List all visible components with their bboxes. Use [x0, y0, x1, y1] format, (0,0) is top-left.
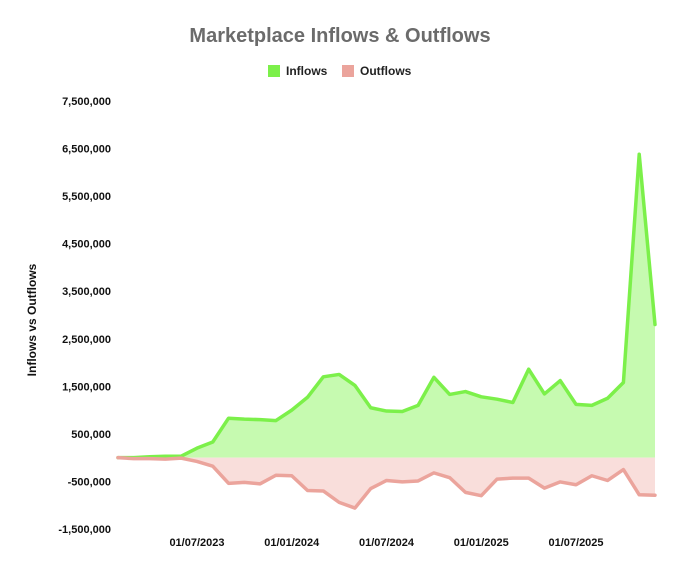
data-point-inflows[interactable] — [433, 376, 435, 379]
data-point-inflows[interactable] — [385, 410, 388, 412]
data-point-inflows[interactable] — [290, 409, 293, 411]
data-point-inflows[interactable] — [448, 393, 451, 396]
data-point-inflows[interactable] — [654, 323, 656, 326]
data-point-outflows[interactable] — [622, 468, 625, 471]
y-tick-label: 500,000 — [71, 429, 111, 441]
data-point-outflows[interactable] — [385, 479, 388, 482]
data-point-inflows[interactable] — [227, 417, 230, 420]
y-tick-label: 4,500,000 — [62, 239, 111, 251]
y-tick-label: -500,000 — [68, 476, 111, 488]
y-tick-label: 5,500,000 — [62, 191, 111, 203]
y-tick-label: 7,500,000 — [62, 96, 111, 108]
data-point-outflows[interactable] — [227, 482, 230, 485]
y-tick-label: 3,500,000 — [62, 286, 111, 298]
x-tick-label: 01/01/2024 — [264, 537, 320, 549]
data-point-inflows[interactable] — [338, 373, 340, 376]
data-point-inflows[interactable] — [196, 447, 198, 449]
data-point-outflows[interactable] — [148, 457, 151, 460]
x-tick-label: 01/07/2024 — [359, 537, 415, 549]
data-point-inflows[interactable] — [211, 441, 214, 443]
data-point-outflows[interactable] — [290, 474, 293, 477]
data-point-outflows[interactable] — [417, 480, 419, 482]
data-point-inflows[interactable] — [354, 384, 356, 387]
plot-area — [116, 152, 657, 510]
area-outflows — [118, 457, 655, 509]
data-point-outflows[interactable] — [259, 483, 261, 485]
x-tick-label: 01/07/2023 — [169, 537, 224, 549]
data-point-inflows[interactable] — [512, 401, 514, 404]
legend-swatch-inflows — [268, 65, 280, 77]
data-point-outflows[interactable] — [496, 478, 498, 480]
data-point-inflows[interactable] — [575, 403, 577, 406]
data-point-inflows[interactable] — [606, 397, 609, 400]
chart-title: Marketplace Inflows & Outflows — [189, 25, 490, 47]
data-point-outflows[interactable] — [211, 465, 214, 468]
data-point-outflows[interactable] — [448, 476, 451, 479]
data-point-outflows[interactable] — [591, 474, 593, 477]
data-point-outflows[interactable] — [543, 487, 546, 489]
legend: Inflows Outflows — [268, 64, 412, 78]
data-point-outflows[interactable] — [654, 494, 656, 497]
data-point-outflows[interactable] — [369, 487, 372, 490]
data-point-inflows[interactable] — [306, 396, 309, 399]
data-point-inflows[interactable] — [622, 381, 625, 384]
data-point-inflows[interactable] — [559, 379, 562, 382]
data-point-inflows[interactable] — [322, 376, 325, 378]
data-point-outflows[interactable] — [480, 494, 483, 497]
data-point-outflows[interactable] — [606, 479, 609, 482]
data-point-inflows[interactable] — [638, 153, 641, 156]
data-point-outflows[interactable] — [575, 483, 577, 486]
y-tick-label: 1,500,000 — [62, 381, 111, 393]
data-point-outflows[interactable] — [559, 481, 562, 483]
data-point-outflows[interactable] — [433, 472, 435, 474]
x-tick-label: 01/07/2025 — [548, 537, 603, 549]
area-inflows — [118, 154, 655, 458]
data-point-inflows[interactable] — [543, 393, 546, 395]
data-point-inflows[interactable] — [480, 396, 483, 398]
data-point-inflows[interactable] — [417, 404, 419, 407]
data-point-inflows[interactable] — [259, 418, 261, 421]
legend-item-inflows[interactable]: Inflows — [268, 64, 328, 78]
data-point-outflows[interactable] — [512, 477, 514, 479]
data-point-outflows[interactable] — [275, 474, 277, 477]
y-tick-label: 6,500,000 — [62, 144, 111, 156]
data-point-inflows[interactable] — [496, 398, 498, 400]
data-point-inflows[interactable] — [275, 419, 277, 422]
data-point-outflows[interactable] — [638, 493, 641, 496]
data-point-inflows[interactable] — [369, 406, 372, 409]
data-point-outflows[interactable] — [338, 501, 340, 504]
y-axis: 7,500,000 6,500,000 5,500,000 4,500,000 3,50… — [58, 96, 111, 536]
data-point-outflows[interactable] — [306, 489, 309, 492]
data-point-outflows[interactable] — [132, 457, 135, 460]
y-axis-title: Inflows vs Outflows — [25, 263, 39, 376]
data-point-outflows[interactable] — [354, 507, 356, 509]
data-point-inflows[interactable] — [164, 455, 167, 458]
y-tick-label: 2,500,000 — [62, 334, 111, 346]
data-point-outflows[interactable] — [196, 460, 198, 463]
data-point-outflows[interactable] — [527, 477, 530, 479]
data-point-outflows[interactable] — [164, 458, 167, 460]
x-tick-label: 01/01/2025 — [454, 537, 509, 549]
data-point-outflows[interactable] — [322, 490, 325, 492]
legend-label-inflows: Inflows — [286, 64, 328, 78]
data-point-outflows[interactable] — [180, 457, 182, 459]
data-point-outflows[interactable] — [464, 491, 467, 494]
data-point-inflows[interactable] — [591, 404, 593, 407]
legend-label-outflows: Outflows — [360, 64, 412, 78]
data-point-outflows[interactable] — [243, 481, 246, 484]
legend-swatch-outflows — [342, 65, 354, 77]
data-point-outflows[interactable] — [117, 456, 119, 459]
data-point-inflows[interactable] — [464, 390, 467, 393]
data-point-outflows[interactable] — [401, 481, 404, 483]
legend-item-outflows[interactable]: Outflows — [342, 64, 412, 78]
data-point-inflows[interactable] — [243, 418, 246, 420]
x-axis: 01/07/2023 01/01/2024 01/07/2024 01/01/2025… — [169, 537, 603, 549]
data-point-inflows[interactable] — [527, 368, 530, 371]
data-point-inflows[interactable] — [401, 410, 404, 413]
y-tick-label: -1,500,000 — [58, 524, 111, 536]
